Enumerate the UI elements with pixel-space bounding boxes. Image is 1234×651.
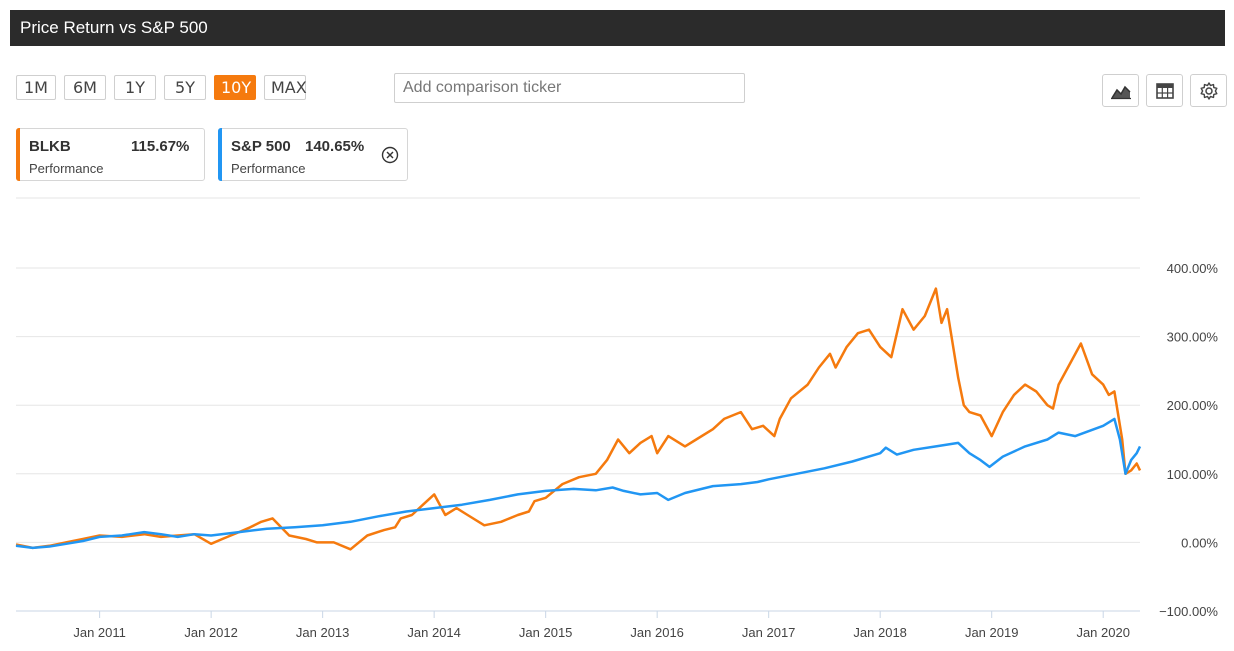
y-tick-label: 300.00% [1167,330,1219,345]
range-button-1m[interactable]: 1M [16,75,56,100]
x-tick-label: Jan 2020 [1076,625,1130,640]
series-layer [15,287,1142,551]
legend-performance-value: 140.65% [305,138,365,155]
y-tick-label: 400.00% [1167,261,1219,276]
x-tick-label: Jan 2012 [184,625,238,640]
x-tick-label: Jan 2013 [296,625,350,640]
y-axis: 400.00% 300.00% 200.00% 100.00% 0.00% −100.00… [1159,261,1218,619]
x-tick-label: Jan 2016 [630,625,684,640]
x-axis: Jan 2011 Jan 2012 Jan 2013 Jan 2014 Jan 2015… [73,611,1130,640]
legend-subtitle: Performance [231,161,306,176]
series-color-stripe [218,128,222,181]
x-tick-label: Jan 2011 [73,625,126,640]
series-line-blkb [15,287,1142,551]
area-chart-icon[interactable] [1102,74,1139,107]
range-button-5y[interactable]: 5Y [164,75,206,100]
legend-ticker: BLKB [29,138,71,155]
range-button-6m[interactable]: 6M [64,75,106,100]
remove-comparison-icon[interactable] [381,146,399,164]
legend-performance-value: 115.67% [131,138,190,155]
chart-toolbar [1102,74,1227,107]
legend-subtitle: Performance [29,161,104,176]
series-line-sp500 [15,417,1142,550]
y-tick-label: 200.00% [1167,398,1219,413]
x-tick-label: Jan 2019 [965,625,1019,640]
legend-ticker: S&P 500 [231,138,291,155]
range-button-1y[interactable]: 1Y [114,75,156,100]
performance-line-chart: Jan 2011 Jan 2012 Jan 2013 Jan 2014 Jan 2015… [15,197,1218,640]
y-tick-label: −100.00% [1159,604,1218,619]
widget-title: Price Return vs S&P 500 [10,10,1225,46]
range-button-max[interactable]: MAX [264,75,307,100]
gear-icon[interactable] [1190,74,1227,107]
x-tick-label: Jan 2015 [519,625,573,640]
x-tick-label: Jan 2018 [853,625,907,640]
legend-card-blkb: BLKB 115.67% Performance [16,128,205,181]
table-icon[interactable] [1146,74,1183,107]
x-tick-label: Jan 2017 [742,625,796,640]
y-tick-label: 0.00% [1181,535,1218,550]
grid-lines [16,267,1140,612]
range-button-10y[interactable]: 10Y [214,75,256,100]
x-tick-label: Jan 2014 [407,625,461,640]
series-color-stripe [16,128,20,181]
range-selector: 1M 6M 1Y 5Y 10Y MAX [16,75,307,100]
legend-card-sp500: S&P 500 140.65% Performance [218,128,408,181]
comparison-ticker-input[interactable] [394,73,745,103]
y-tick-label: 100.00% [1167,467,1219,482]
